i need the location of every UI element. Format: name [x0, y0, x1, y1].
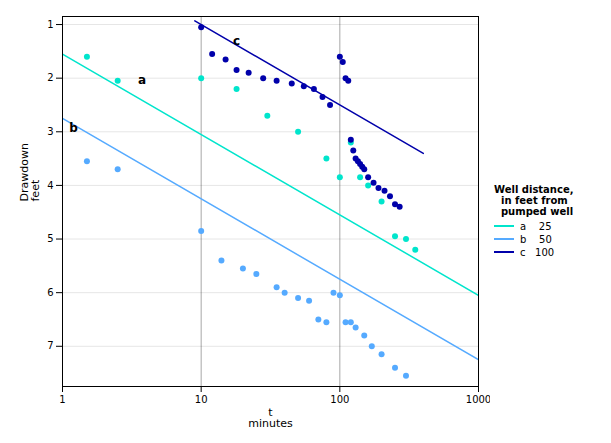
- svg-text:5: 5: [47, 233, 53, 244]
- html-text:a 25: a 25: [520, 220, 552, 232]
- svg-text:100: 100: [330, 393, 349, 404]
- svg-text:b: b: [69, 120, 78, 134]
- svg-text:Drawdownfeet: Drawdownfeet: [18, 143, 42, 201]
- svg-text:2: 2: [47, 72, 53, 83]
- html-text:Well distance, in feet from pu: Well distance, in feet from pumped well: [494, 183, 574, 217]
- svg-text:1: 1: [47, 18, 53, 29]
- svg-text:6: 6: [47, 286, 53, 297]
- html-text:c 100: c 100: [520, 246, 555, 258]
- svg-text:4: 4: [47, 179, 53, 190]
- svg-text:10: 10: [195, 393, 208, 404]
- svg-text:1000: 1000: [466, 393, 490, 404]
- svg-text:c: c: [233, 33, 240, 47]
- svg-text:7: 7: [47, 340, 53, 351]
- svg-text:a: a: [138, 72, 146, 86]
- html-text:b 50: b 50: [520, 233, 552, 245]
- svg-text:1: 1: [59, 393, 65, 404]
- svg-text:3: 3: [47, 125, 53, 136]
- svg-text:tminutes: tminutes: [248, 406, 293, 430]
